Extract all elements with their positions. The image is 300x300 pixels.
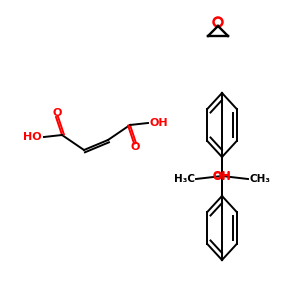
Text: O: O: [52, 108, 62, 118]
Text: CH₃: CH₃: [249, 174, 270, 184]
Text: H₃C: H₃C: [174, 174, 195, 184]
Text: O: O: [130, 142, 140, 152]
Text: OH: OH: [213, 172, 231, 182]
Text: HO: HO: [23, 132, 42, 142]
Text: OH: OH: [213, 171, 231, 181]
Text: OH: OH: [150, 118, 169, 128]
